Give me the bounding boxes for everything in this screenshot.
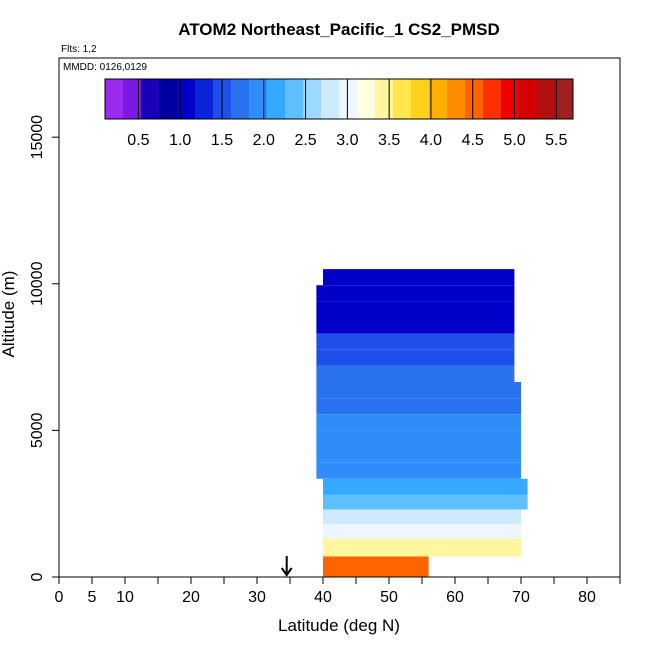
colorbar-tick-label: 0.5 <box>127 132 149 149</box>
heatmap-cell <box>323 478 528 495</box>
heatmap-cell <box>316 349 515 366</box>
colorbar-swatch <box>501 79 520 119</box>
colorbar-tick-label: 1.0 <box>169 132 191 149</box>
colorbar-tick-label: 5.5 <box>545 132 567 149</box>
heatmap-cell <box>316 317 515 334</box>
x-tick-label: 70 <box>512 589 530 606</box>
x-tick-label: 30 <box>248 589 266 606</box>
y-tick-label: 10000 <box>29 261 46 306</box>
heatmap-cell <box>316 285 515 302</box>
chart-title: ATOM2 Northeast_Pacific_1 CS2_PMSD <box>178 20 500 39</box>
colorbar-tick-label: 3.0 <box>336 132 358 149</box>
y-tick-label: 5000 <box>29 412 46 448</box>
y-tick-label: 15000 <box>29 115 46 160</box>
colorbar-swatch <box>447 79 466 119</box>
x-tick-label: 5 <box>88 589 97 606</box>
x-tick-label: 60 <box>446 589 464 606</box>
arrow-head <box>280 567 293 577</box>
x-axis-label: Latitude (deg N) <box>278 616 400 635</box>
heatmap-cell <box>316 462 521 479</box>
colorbar-swatch <box>249 79 268 119</box>
x-tick-label: 10 <box>116 589 134 606</box>
heatmap-cell <box>316 333 515 350</box>
colorbar-swatch <box>429 79 448 119</box>
y-axis: 0 5000 10000 15000 <box>29 58 60 581</box>
x-axis: 0 5 10 20 30 40 50 60 70 80 <box>55 576 621 606</box>
heatmap-cell <box>316 365 515 383</box>
colorbar-swatch <box>285 79 304 119</box>
latitude-arrow-marker <box>280 556 293 577</box>
x-tick-label: 80 <box>578 589 596 606</box>
x-tick-label: 50 <box>380 589 398 606</box>
colorbar-swatch <box>537 79 556 119</box>
heatmap-cell <box>316 414 521 431</box>
colorbar-tick-label: 1.5 <box>211 132 233 149</box>
colorbar-tick-label: 5.0 <box>503 132 525 149</box>
colorbar-swatch <box>483 79 502 119</box>
x-tick-label: 20 <box>182 589 200 606</box>
heatmap-cell <box>316 446 521 463</box>
x-tick-label: 0 <box>55 589 64 606</box>
colorbar-swatch <box>177 79 196 119</box>
heatmap-cell <box>323 556 429 577</box>
colorbar: 0.5 1.0 1.5 2.0 2.5 3.0 3.5 4.0 4.5 5.0 5.5 <box>104 78 574 149</box>
colorbar-swatch <box>321 79 340 119</box>
colorbar-swatch <box>231 79 250 119</box>
heatmap-cells <box>316 269 528 577</box>
heatmap-cell <box>323 494 528 510</box>
colorbar-swatch <box>519 79 538 119</box>
colorbar-tick-label: 3.5 <box>378 132 400 149</box>
colorbar-swatch <box>303 79 322 119</box>
colorbar-tick-label: 2.0 <box>253 132 275 149</box>
colorbar-swatch <box>195 79 214 119</box>
flights-label: Flts: 1,2 <box>61 44 97 55</box>
colorbar-swatch <box>105 79 124 119</box>
colorbar-swatch <box>393 79 412 119</box>
y-axis-label: Altitude (m) <box>0 271 18 358</box>
heatmap-cell <box>323 509 521 525</box>
heatmap-cell <box>316 301 515 318</box>
colorbar-swatch <box>357 79 376 119</box>
colorbar-swatch <box>267 79 286 119</box>
colorbar-swatch <box>339 79 358 119</box>
heatmap-cell <box>323 524 521 539</box>
colorbar-swatch <box>555 79 574 119</box>
colorbar-swatch <box>375 79 394 119</box>
heatmap-cell <box>323 538 521 557</box>
heatmap-cell <box>316 398 521 415</box>
colorbar-tick-label: 4.0 <box>420 132 442 149</box>
colorbar-tick-label: 4.5 <box>462 132 484 149</box>
colorbar-swatch <box>141 79 160 119</box>
colorbar-tick-label: 2.5 <box>294 132 316 149</box>
colorbar-swatch <box>411 79 430 119</box>
heatmap-cell <box>316 382 521 399</box>
heatmap-cell <box>316 430 521 447</box>
x-tick-label: 40 <box>314 589 332 606</box>
colorbar-swatch <box>123 79 142 119</box>
y-tick-label: 0 <box>29 572 46 581</box>
colorbar-swatch <box>159 79 178 119</box>
heatmap-cell <box>323 269 515 286</box>
colorbar-border <box>104 78 574 120</box>
mmdd-label: MMDD: 0126,0129 <box>63 62 147 73</box>
colorbar-swatch <box>465 79 484 119</box>
